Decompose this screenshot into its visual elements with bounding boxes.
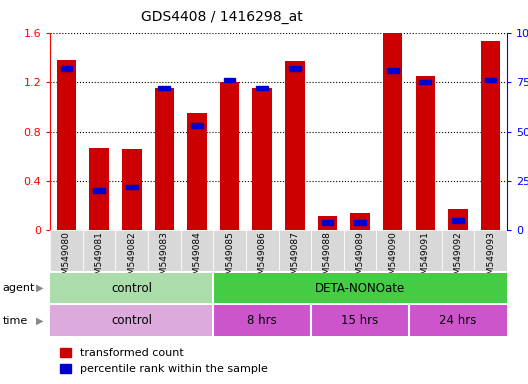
Text: agent: agent	[3, 283, 35, 293]
Bar	[350, 213, 370, 230]
Bar	[387, 68, 399, 73]
Bar	[252, 88, 272, 230]
Text: GSM549083: GSM549083	[160, 232, 169, 286]
Bar	[181, 230, 213, 271]
Bar	[419, 80, 431, 84]
Text: GSM549080: GSM549080	[62, 232, 71, 286]
Bar	[158, 86, 170, 90]
Bar	[155, 88, 174, 230]
Legend: transformed count, percentile rank within the sample: transformed count, percentile rank withi…	[56, 343, 272, 379]
Bar	[148, 230, 181, 271]
Text: GSM549086: GSM549086	[258, 232, 267, 286]
Bar	[50, 273, 213, 303]
Text: time: time	[3, 316, 28, 326]
Bar	[246, 230, 278, 271]
Bar	[83, 230, 116, 271]
Bar	[409, 305, 507, 336]
Text: GSM549081: GSM549081	[95, 232, 103, 286]
Text: GSM549092: GSM549092	[454, 232, 463, 286]
Bar	[50, 230, 83, 271]
Bar	[93, 189, 105, 193]
Text: GSM549084: GSM549084	[193, 232, 202, 286]
Text: control: control	[111, 314, 152, 327]
Bar	[383, 33, 402, 230]
Bar	[213, 305, 311, 336]
Bar	[191, 123, 203, 128]
Bar	[224, 78, 235, 83]
Bar	[441, 230, 474, 271]
Bar	[89, 147, 109, 230]
Bar	[481, 41, 501, 230]
Text: 15 hrs: 15 hrs	[342, 314, 379, 327]
Text: GSM549087: GSM549087	[290, 232, 299, 286]
Bar	[122, 149, 142, 230]
Text: GSM549082: GSM549082	[127, 232, 136, 286]
Bar	[213, 230, 246, 271]
Bar	[289, 66, 301, 71]
Text: 8 hrs: 8 hrs	[247, 314, 277, 327]
Bar	[322, 220, 333, 225]
Text: GSM549090: GSM549090	[388, 232, 397, 286]
Bar	[61, 66, 72, 71]
Text: DETA-NONOate: DETA-NONOate	[315, 281, 405, 295]
Bar	[213, 273, 507, 303]
Bar	[485, 78, 496, 83]
Text: GSM549085: GSM549085	[225, 232, 234, 286]
Bar	[354, 220, 366, 225]
Text: GDS4408 / 1416298_at: GDS4408 / 1416298_at	[141, 10, 303, 23]
Bar	[311, 305, 409, 336]
Bar	[318, 215, 337, 230]
Bar	[376, 230, 409, 271]
Bar	[116, 230, 148, 271]
Bar	[416, 76, 435, 230]
Bar	[409, 230, 441, 271]
Text: GSM549091: GSM549091	[421, 232, 430, 286]
Bar	[452, 218, 464, 223]
Text: 24 hrs: 24 hrs	[439, 314, 477, 327]
Text: ▶: ▶	[36, 316, 43, 326]
Bar	[50, 305, 213, 336]
Bar	[311, 230, 344, 271]
Bar	[279, 230, 311, 271]
Bar	[344, 230, 376, 271]
Bar	[220, 82, 239, 230]
Bar	[285, 61, 305, 230]
Text: GSM549088: GSM549088	[323, 232, 332, 286]
Text: ▶: ▶	[36, 283, 43, 293]
Bar	[256, 86, 268, 90]
Bar	[187, 113, 207, 230]
Bar	[56, 60, 76, 230]
Text: GSM549089: GSM549089	[355, 232, 364, 286]
Bar	[448, 209, 468, 230]
Bar	[126, 185, 138, 189]
Bar	[474, 230, 507, 271]
Text: GSM549093: GSM549093	[486, 232, 495, 286]
Text: control: control	[111, 281, 152, 295]
